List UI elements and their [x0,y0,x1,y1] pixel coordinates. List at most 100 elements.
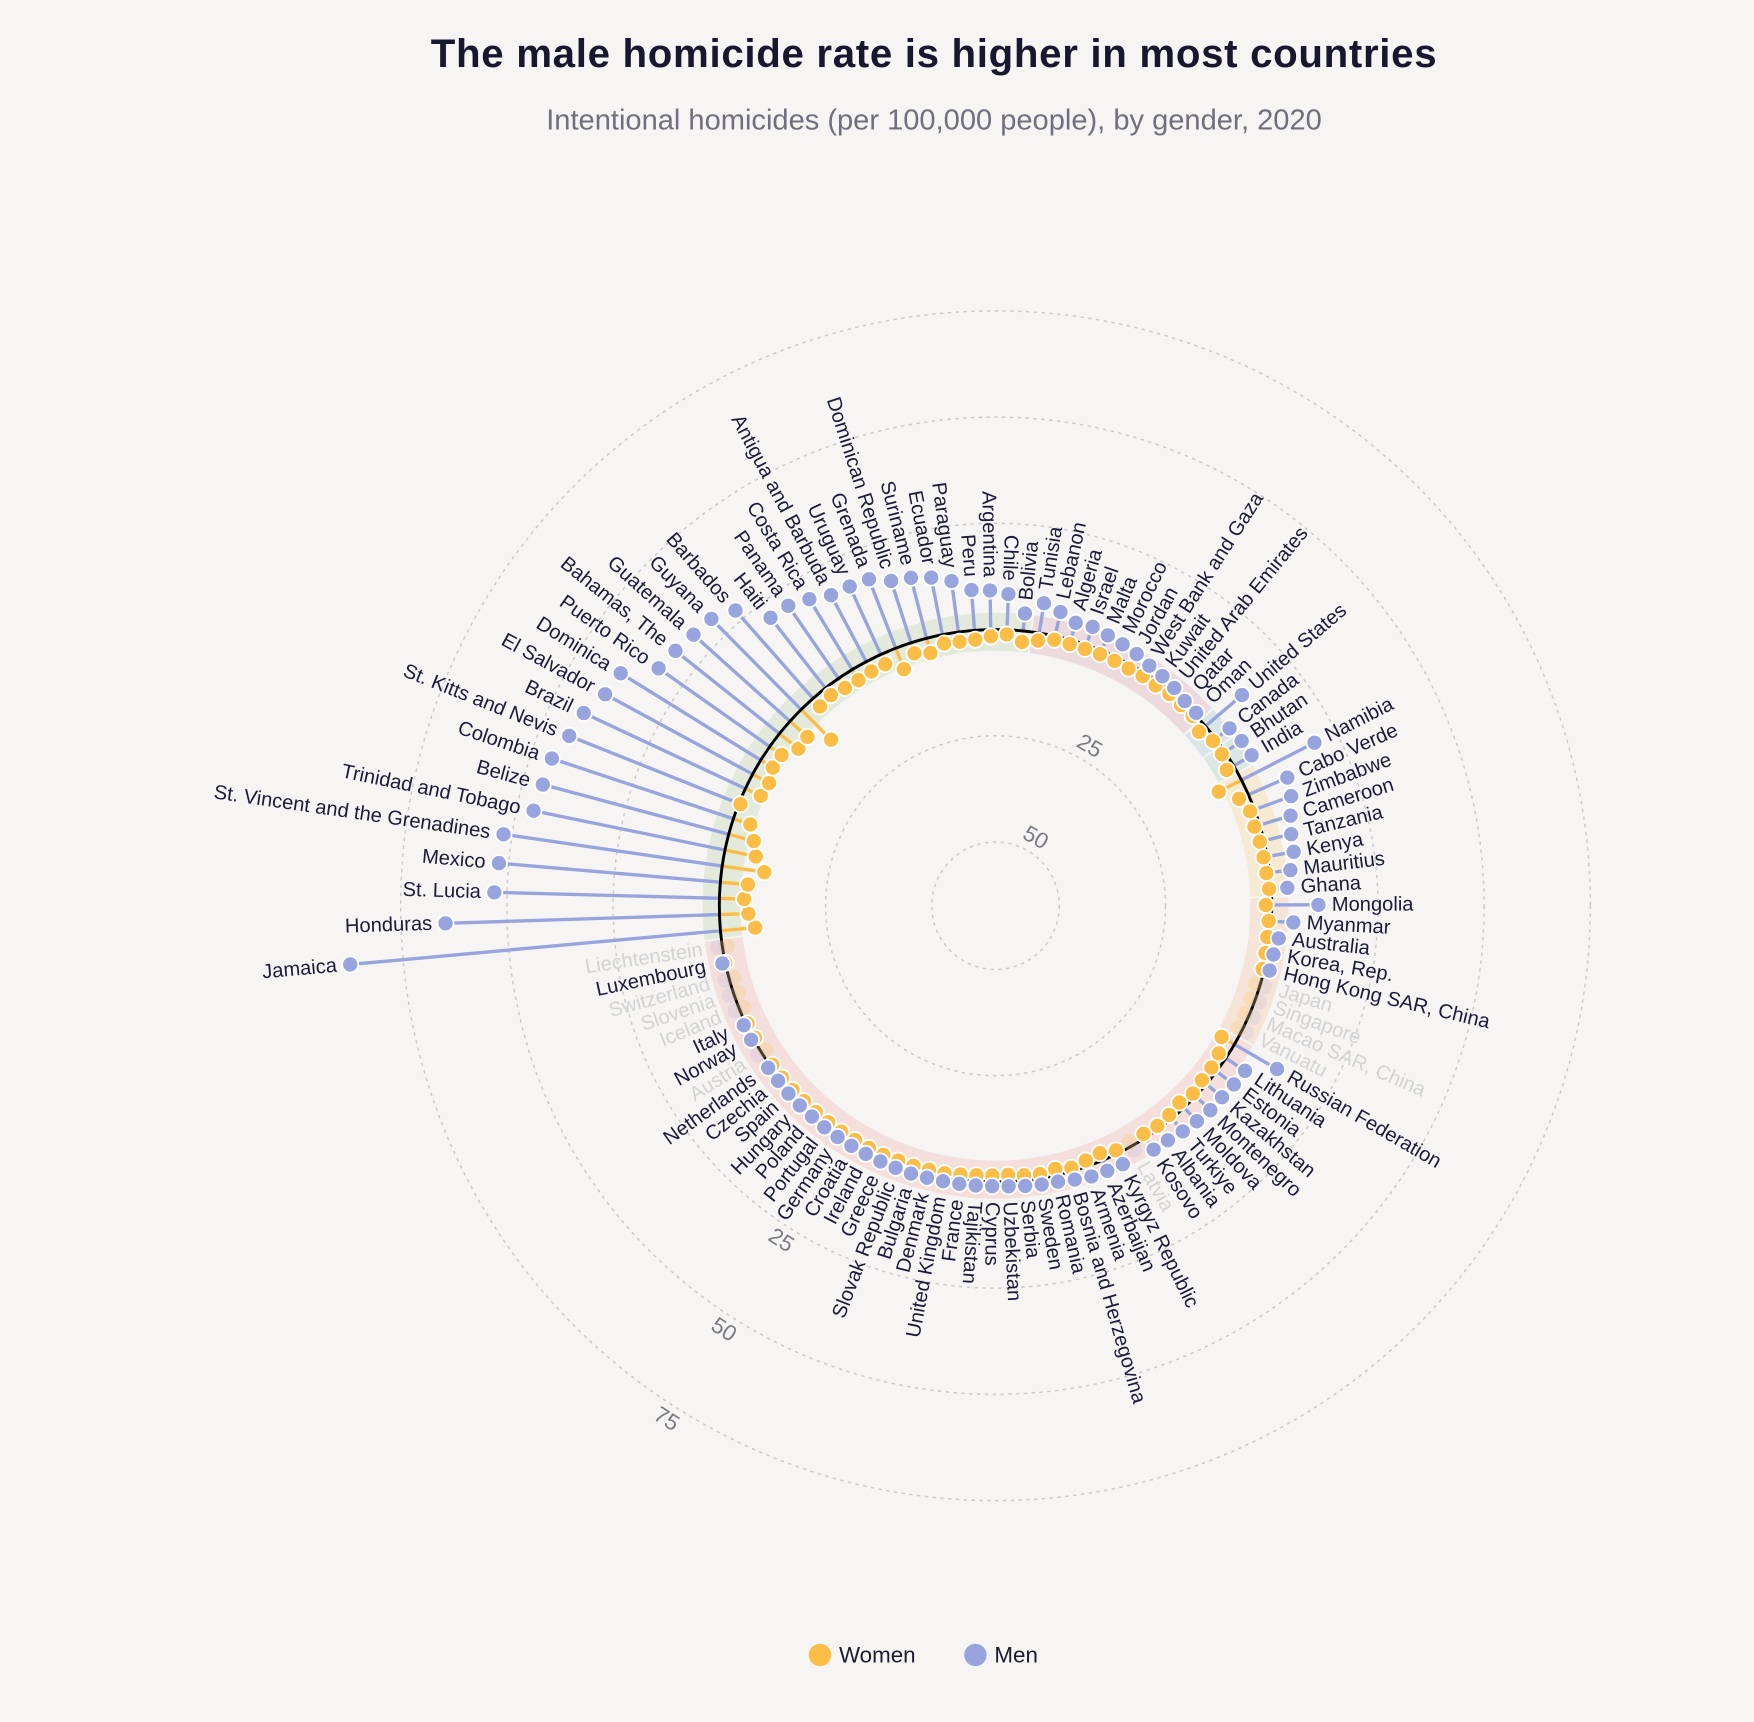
men-dot [1127,645,1146,664]
men-dot [1082,1167,1101,1186]
men-dot [1201,1101,1220,1120]
men-stem [734,609,815,700]
men-stem [503,832,723,868]
men-dot [1233,686,1251,705]
women-dot [772,746,791,764]
men-stem [692,633,792,723]
women-dot [1134,1124,1153,1143]
men-dot [611,664,630,683]
men-stem [929,577,945,636]
men-stem [829,594,868,663]
women-dot [739,904,758,923]
women-dot [735,890,754,908]
men-dot [489,854,508,873]
men-dot [966,1176,985,1195]
men-dot [1236,1061,1254,1080]
men-stem [1240,741,1316,782]
men-dot [1213,1088,1231,1107]
men-dot [1187,1112,1206,1131]
women-dot [1256,896,1275,914]
men-dot [713,954,732,973]
women-dot [1076,1151,1095,1170]
women-dot [1245,817,1264,836]
women-dot-missing [719,938,735,955]
men-dot [574,704,593,722]
men-dot [1264,945,1283,964]
women-dot [1160,1106,1179,1124]
women-dot [1183,1084,1202,1103]
men-dot [1278,878,1297,897]
men-dot [981,581,1000,600]
men-dot [494,825,513,844]
country-label: St. Lucia [402,879,482,903]
men-dot [790,1096,809,1115]
men-stem [710,617,803,711]
women-dot [1212,745,1231,764]
women-dot-missing [1121,1134,1138,1150]
country-label: Peru [956,534,981,578]
men-dot [1260,961,1279,980]
men-dot [1224,1075,1243,1094]
men-dot [734,1016,753,1035]
women-dot-missing [1237,1005,1253,1022]
women-dot [1257,864,1276,882]
men-stem [619,671,762,762]
men-dot [341,955,360,974]
women-dot-missing [735,999,752,1016]
men-dot [1049,1172,1068,1191]
legend-item-men[interactable]: Men [964,1643,1038,1668]
women-dot [1090,1144,1109,1163]
women-dot [1203,731,1222,750]
men-dot [1282,787,1301,806]
men-dot [1098,1161,1117,1180]
men-stem [350,929,721,967]
men-dot [800,590,819,609]
men-dot-missing [1251,994,1268,1010]
men-dot-missing [1126,1141,1142,1158]
country-label: Mexico [421,846,486,873]
men-dot [1065,1170,1084,1189]
men-dot [666,641,685,660]
women-dot [1075,639,1094,658]
men-dot [922,568,941,587]
men-stem [786,604,840,680]
country-label: Cyprus [980,1202,1003,1266]
men-dot [1083,617,1102,636]
legend-item-women[interactable]: Women [808,1643,916,1668]
men-dot [1305,733,1324,752]
grid-circle [612,522,1379,1289]
women-dot [731,795,750,814]
men-dot-missing [749,1047,766,1063]
men-dot [769,1071,788,1090]
men-dot [1284,913,1303,932]
men-dot [1098,626,1117,645]
men-dot [842,1136,861,1155]
men-dot [882,571,901,590]
men-stem [604,692,754,776]
women-dot [849,671,868,690]
legend-women-swatch [808,1643,832,1667]
women-dot [1209,782,1228,801]
country-label: Chile [998,534,1022,581]
women-dot [1250,832,1269,851]
country-label: Uzbekistan [998,1201,1025,1301]
men-dot [702,610,721,628]
men-dot [1242,746,1261,765]
men-dot [1282,825,1301,844]
women-dot-missing [1242,990,1259,1007]
women-dot [1192,1071,1211,1090]
men-dot [999,1177,1018,1196]
men-dot [1278,768,1297,787]
men-stem [568,734,740,806]
men-dot [1187,703,1206,722]
men-dot-missing [1245,1009,1261,1026]
country-label: Argentina [977,491,1001,578]
women-dot [811,697,829,716]
women-dot [738,875,757,894]
women-dot [1091,645,1109,664]
women-dot [763,758,782,777]
men-dot [860,570,878,589]
men-dot [742,1030,761,1049]
country-label: Honduras [345,913,433,938]
